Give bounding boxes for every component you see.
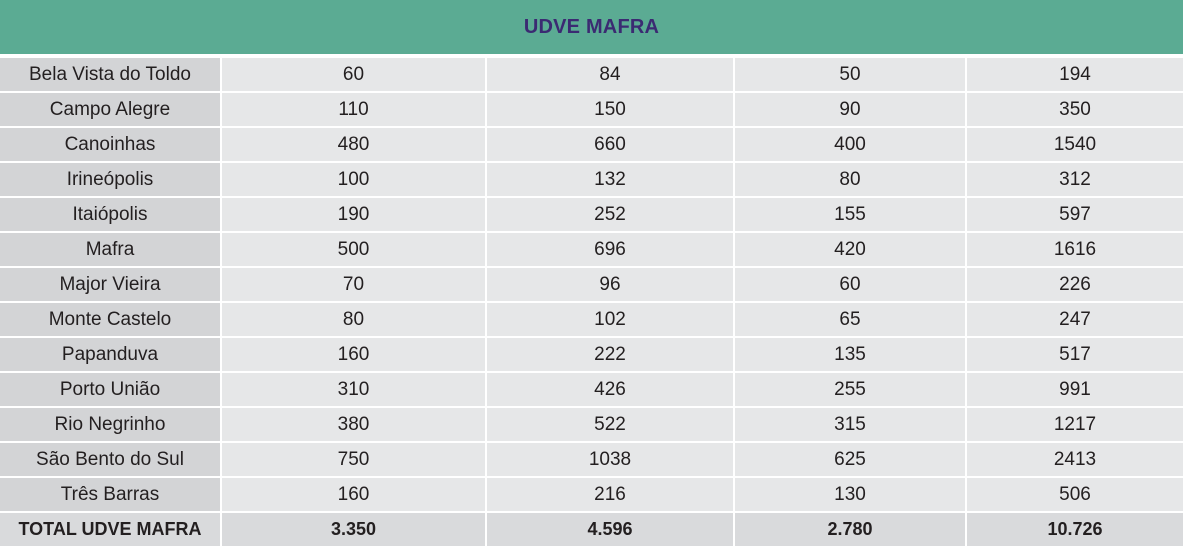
municipality-cell: Papanduva bbox=[0, 336, 222, 373]
value-cell: 750 bbox=[220, 441, 487, 478]
table-row: Major Vieira 70 96 60 226 bbox=[0, 266, 1183, 303]
value-cell: 155 bbox=[733, 196, 967, 233]
udve-table: Bela Vista do Toldo 60 84 50 194 Campo Alegre… bbox=[0, 56, 1183, 548]
municipality-cell: Mafra bbox=[0, 231, 222, 268]
value-cell: 190 bbox=[220, 196, 487, 233]
value-cell: 500 bbox=[220, 231, 487, 268]
value-cell: 60 bbox=[733, 266, 967, 303]
municipality-cell: Rio Negrinho bbox=[0, 406, 222, 443]
value-cell: 517 bbox=[965, 336, 1183, 373]
value-cell: 247 bbox=[965, 301, 1183, 338]
value-cell: 696 bbox=[485, 231, 735, 268]
value-cell: 252 bbox=[485, 196, 735, 233]
table-title-bar: UDVE MAFRA bbox=[0, 0, 1183, 56]
value-cell: 3.350 bbox=[220, 511, 487, 548]
value-cell: 380 bbox=[220, 406, 487, 443]
value-cell: 102 bbox=[485, 301, 735, 338]
value-cell: 991 bbox=[965, 371, 1183, 408]
value-cell: 50 bbox=[733, 56, 967, 93]
value-cell: 216 bbox=[485, 476, 735, 513]
table-row: Campo Alegre 110 150 90 350 bbox=[0, 91, 1183, 128]
municipality-cell: Porto União bbox=[0, 371, 222, 408]
value-cell: 1540 bbox=[965, 126, 1183, 163]
value-cell: 2.780 bbox=[733, 511, 967, 548]
value-cell: 522 bbox=[485, 406, 735, 443]
value-cell: 310 bbox=[220, 371, 487, 408]
value-cell: 90 bbox=[733, 91, 967, 128]
value-cell: 80 bbox=[733, 161, 967, 198]
value-cell: 312 bbox=[965, 161, 1183, 198]
value-cell: 506 bbox=[965, 476, 1183, 513]
municipality-cell: Major Vieira bbox=[0, 266, 222, 303]
value-cell: 60 bbox=[220, 56, 487, 93]
value-cell: 194 bbox=[965, 56, 1183, 93]
value-cell: 420 bbox=[733, 231, 967, 268]
value-cell: 4.596 bbox=[485, 511, 735, 548]
value-cell: 625 bbox=[733, 441, 967, 478]
municipality-cell: Monte Castelo bbox=[0, 301, 222, 338]
value-cell: 160 bbox=[220, 476, 487, 513]
value-cell: 132 bbox=[485, 161, 735, 198]
municipality-cell: São Bento do Sul bbox=[0, 441, 222, 478]
municipality-cell: Três Barras bbox=[0, 476, 222, 513]
table-row: Porto União 310 426 255 991 bbox=[0, 371, 1183, 408]
table-row: Rio Negrinho 380 522 315 1217 bbox=[0, 406, 1183, 443]
value-cell: 100 bbox=[220, 161, 487, 198]
value-cell: 160 bbox=[220, 336, 487, 373]
value-cell: 150 bbox=[485, 91, 735, 128]
table-title: UDVE MAFRA bbox=[523, 15, 660, 38]
value-cell: 1038 bbox=[485, 441, 735, 478]
total-row: TOTAL UDVE MAFRA 3.350 4.596 2.780 10.726 bbox=[0, 511, 1183, 548]
value-cell: 10.726 bbox=[965, 511, 1183, 548]
value-cell: 65 bbox=[733, 301, 967, 338]
value-cell: 70 bbox=[220, 266, 487, 303]
value-cell: 135 bbox=[733, 336, 967, 373]
municipality-cell: Bela Vista do Toldo bbox=[0, 56, 222, 93]
value-cell: 480 bbox=[220, 126, 487, 163]
value-cell: 350 bbox=[965, 91, 1183, 128]
value-cell: 110 bbox=[220, 91, 487, 128]
value-cell: 1217 bbox=[965, 406, 1183, 443]
value-cell: 1616 bbox=[965, 231, 1183, 268]
municipality-cell: Campo Alegre bbox=[0, 91, 222, 128]
table-row: Canoinhas 480 660 400 1540 bbox=[0, 126, 1183, 163]
value-cell: 660 bbox=[485, 126, 735, 163]
value-cell: 597 bbox=[965, 196, 1183, 233]
table-row: Monte Castelo 80 102 65 247 bbox=[0, 301, 1183, 338]
table-row: Itaiópolis 190 252 155 597 bbox=[0, 196, 1183, 233]
value-cell: 426 bbox=[485, 371, 735, 408]
value-cell: 96 bbox=[485, 266, 735, 303]
municipality-cell: Canoinhas bbox=[0, 126, 222, 163]
value-cell: 255 bbox=[733, 371, 967, 408]
table-row: São Bento do Sul 750 1038 625 2413 bbox=[0, 441, 1183, 478]
value-cell: 2413 bbox=[965, 441, 1183, 478]
table-row: Bela Vista do Toldo 60 84 50 194 bbox=[0, 56, 1183, 93]
value-cell: 222 bbox=[485, 336, 735, 373]
value-cell: 84 bbox=[485, 56, 735, 93]
value-cell: 226 bbox=[965, 266, 1183, 303]
value-cell: 315 bbox=[733, 406, 967, 443]
table-row: Papanduva 160 222 135 517 bbox=[0, 336, 1183, 373]
municipality-cell: TOTAL UDVE MAFRA bbox=[0, 511, 222, 548]
value-cell: 80 bbox=[220, 301, 487, 338]
municipality-cell: Irineópolis bbox=[0, 161, 222, 198]
municipality-cell: Itaiópolis bbox=[0, 196, 222, 233]
table-row: Irineópolis 100 132 80 312 bbox=[0, 161, 1183, 198]
table-row: Três Barras 160 216 130 506 bbox=[0, 476, 1183, 513]
value-cell: 130 bbox=[733, 476, 967, 513]
table-row: Mafra 500 696 420 1616 bbox=[0, 231, 1183, 268]
value-cell: 400 bbox=[733, 126, 967, 163]
